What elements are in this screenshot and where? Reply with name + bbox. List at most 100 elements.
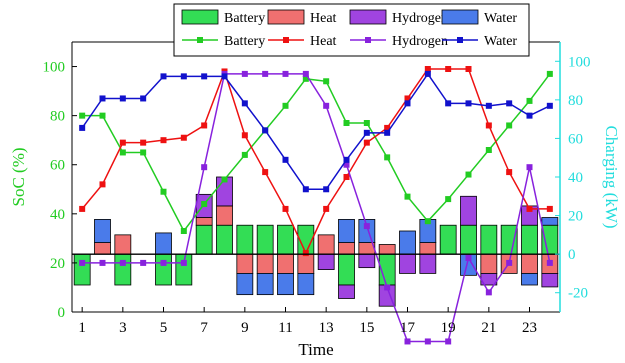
battery-bar-7	[195, 224, 213, 255]
heat-point-2	[99, 181, 106, 188]
water-point-19	[445, 100, 452, 107]
legend-swatch-marker-heat	[283, 37, 289, 43]
water-point-6	[180, 73, 187, 80]
battery-bar-9	[236, 224, 254, 255]
battery-point-24	[546, 70, 553, 77]
battery-point-18	[424, 218, 431, 225]
battery-bar-19	[439, 224, 457, 255]
heat-bar-16	[378, 244, 396, 255]
x-tick-label-15: 15	[359, 320, 374, 336]
legend-swatch-bar-water	[441, 9, 479, 25]
legend-label-line-heat: Heat	[310, 34, 337, 49]
water-bar-14	[338, 219, 355, 243]
heat-point-23	[526, 205, 533, 212]
heat-point-6	[180, 134, 187, 141]
battery-bar-10	[256, 224, 274, 255]
battery-point-11	[282, 102, 289, 109]
heat-point-13	[323, 205, 330, 212]
heat-point-14	[343, 174, 350, 180]
water-point-21	[485, 102, 492, 109]
hydrogen-bar-24	[541, 273, 559, 288]
heat-point-22	[506, 169, 513, 176]
x-tick-label-5: 5	[160, 320, 168, 336]
right-tick-label-0: 0	[568, 247, 576, 263]
battery-point-17	[404, 193, 411, 200]
heat-bar-14	[338, 242, 355, 255]
hydrogen-point-21	[485, 289, 492, 296]
legend-swatch-bar-battery	[181, 9, 219, 25]
left-axis-label: SoC (%)	[9, 147, 28, 206]
battery-point-6	[180, 228, 187, 234]
heat-point-5	[160, 137, 167, 144]
hydrogen-point-5	[160, 259, 167, 266]
water-point-17	[404, 100, 411, 107]
water-bar-23	[521, 273, 538, 286]
heat-bar-21	[480, 253, 498, 274]
water-point-13	[323, 186, 330, 193]
hydrogen-point-16	[384, 284, 391, 291]
battery-bar-8	[216, 224, 233, 255]
right-tick-label-20: 20	[568, 209, 583, 225]
lines-layer	[79, 66, 553, 345]
heat-bar-18	[419, 242, 437, 255]
battery-point-9	[241, 151, 248, 158]
battery-bar-1	[73, 253, 91, 286]
water-point-16	[384, 129, 391, 136]
heat-bar-11	[277, 253, 294, 274]
battery-point-15	[363, 120, 370, 126]
hydrogen-point-22	[506, 259, 513, 266]
battery-bar-3	[114, 253, 132, 286]
left-tick-label-0: 0	[58, 305, 66, 321]
left-tick-label-60: 60	[50, 158, 65, 174]
legend: Battery Heat Hydrogen Water Battery Heat Hydro…	[173, 3, 530, 57]
battery-point-22	[506, 122, 513, 129]
battery-bar-20	[460, 224, 477, 255]
battery-point-13	[323, 78, 330, 85]
hydrogen-bar-20	[460, 195, 477, 226]
battery-point-7	[201, 201, 208, 207]
water-bar-11	[277, 273, 294, 296]
water-bar-24	[541, 217, 559, 226]
hydrogen-point-3	[119, 259, 126, 266]
water-point-1	[79, 124, 86, 131]
battery-point-21	[485, 147, 492, 153]
heat-point-18	[424, 66, 431, 72]
heat-point-11	[282, 205, 289, 212]
legend-swatch-marker-battery	[197, 37, 203, 43]
hydrogen-point-14	[343, 161, 350, 168]
battery-point-12	[302, 75, 309, 82]
right-tick-label--20: -20	[568, 286, 588, 302]
x-tick-label-3: 3	[119, 320, 127, 336]
water-line	[81, 72, 551, 191]
water-point-8	[221, 73, 228, 80]
hydrogen-point-6	[180, 259, 187, 266]
battery-bar-23	[521, 224, 538, 255]
legend-label-line-water: Water	[484, 34, 517, 49]
heat-bar-3	[114, 234, 132, 255]
battery-line	[82, 73, 551, 233]
heat-bar-9	[236, 253, 254, 274]
water-bar-9	[236, 273, 254, 296]
hydrogen-bar-17	[399, 253, 416, 274]
heat-point-24	[546, 205, 553, 212]
hydrogen-bar-18	[419, 253, 437, 274]
hydrogen-point-15	[363, 223, 370, 230]
battery-point-4	[140, 149, 147, 156]
battery-bar-6	[175, 253, 193, 286]
heat-point-12	[302, 250, 309, 257]
legend-swatch-bar-hydrogen	[349, 9, 387, 25]
water-bar-12	[297, 273, 315, 296]
battery-point-20	[465, 171, 472, 178]
hydrogen-point-9	[241, 70, 248, 77]
heat-bar-2	[94, 242, 111, 255]
hydrogen-point-13	[323, 102, 330, 109]
hydrogen-point-7	[201, 164, 208, 171]
water-bar-2	[94, 219, 111, 243]
right-axis-label: Charging (kW)	[602, 125, 621, 228]
x-tick-label-21: 21	[481, 320, 496, 336]
left-tick-label-100: 100	[43, 60, 66, 76]
hydrogen-point-4	[140, 259, 147, 266]
legend-swatch-bar-heat	[267, 9, 305, 25]
water-point-3	[119, 95, 126, 102]
heat-bar-23	[521, 253, 538, 274]
